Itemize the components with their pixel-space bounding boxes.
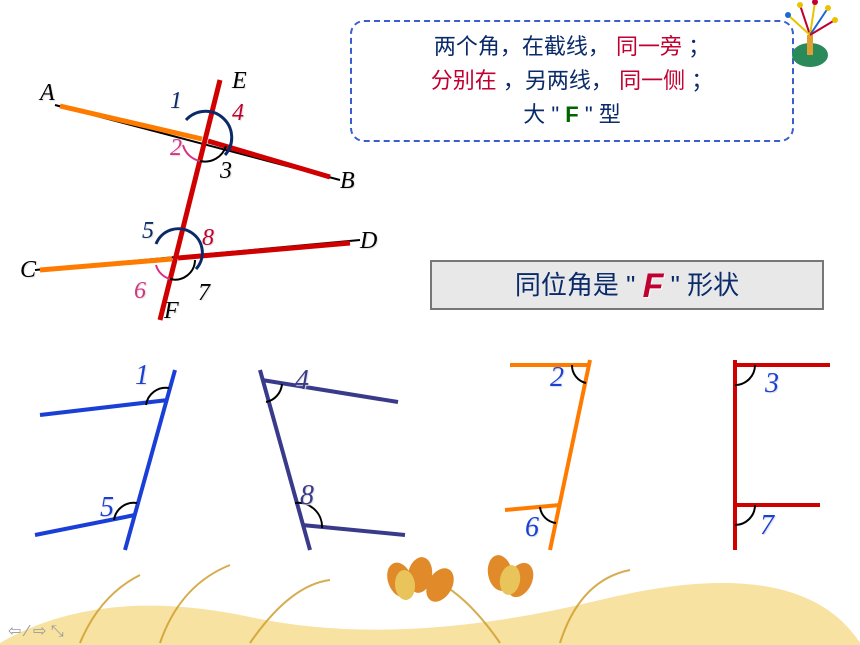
point-B: B	[340, 168, 355, 195]
rule-line-3: 大 " F " 型	[362, 98, 782, 132]
main-diagram	[10, 70, 380, 330]
rule-3c: " 型	[585, 102, 621, 127]
f-diagram-2	[220, 360, 420, 560]
page-root: 两个角，在截线， 同一旁 ； 分别在 ，另两线， 同一侧 ； 大 " F " 型…	[0, 0, 860, 645]
nav-controls[interactable]: ⇦ ⁄ ⇨ ⤡	[8, 621, 64, 641]
angle-3: 3	[220, 158, 232, 185]
rule-2d: ；	[691, 68, 713, 93]
rule-3b: F	[565, 102, 578, 127]
point-D: D	[360, 228, 377, 255]
f1-bot: 5	[100, 492, 114, 524]
point-E: E	[232, 68, 247, 95]
rule-2b: ，另两线，	[503, 68, 613, 93]
f3-bot: 6	[525, 512, 539, 544]
fireworks-icon	[770, 0, 850, 80]
shape-prefix: 同位角是 "	[515, 270, 635, 300]
rule-1c: ；	[688, 34, 710, 59]
f1-top: 1	[135, 360, 149, 392]
angle-1: 1	[170, 88, 182, 115]
angle-2: 2	[170, 135, 182, 162]
rule-line-1: 两个角，在截线， 同一旁 ；	[362, 30, 782, 64]
f-diagram-3	[480, 355, 650, 560]
angle-8: 8	[202, 225, 214, 252]
shape-letter: F	[643, 267, 664, 305]
angle-6: 6	[134, 278, 146, 305]
point-A: A	[40, 80, 55, 107]
f-diagram-1	[20, 360, 200, 560]
point-C: C	[20, 257, 36, 284]
point-F: F	[164, 298, 179, 325]
rule-line-2: 分别在 ，另两线， 同一侧 ；	[362, 64, 782, 98]
shape-suffix: " 形状	[671, 270, 739, 300]
rule-box: 两个角，在截线， 同一旁 ； 分别在 ，另两线， 同一侧 ； 大 " F " 型	[350, 20, 794, 142]
f2-bot: 8	[300, 480, 314, 512]
f3-top: 2	[550, 362, 564, 394]
rule-3a: 大 "	[523, 102, 559, 127]
f4-bot: 7	[760, 510, 774, 542]
angle-4: 4	[232, 100, 244, 127]
shape-statement-box: 同位角是 " F " 形状	[430, 260, 824, 310]
f4-top: 3	[765, 368, 779, 400]
angle-7: 7	[198, 280, 210, 307]
f2-top: 4	[295, 365, 309, 397]
angle-5: 5	[142, 218, 154, 245]
rule-1b: 同一旁	[616, 34, 682, 59]
rule-2a: 分别在	[431, 68, 497, 93]
rule-1a: 两个角，在截线，	[434, 34, 610, 59]
rule-2c: 同一侧	[619, 68, 685, 93]
